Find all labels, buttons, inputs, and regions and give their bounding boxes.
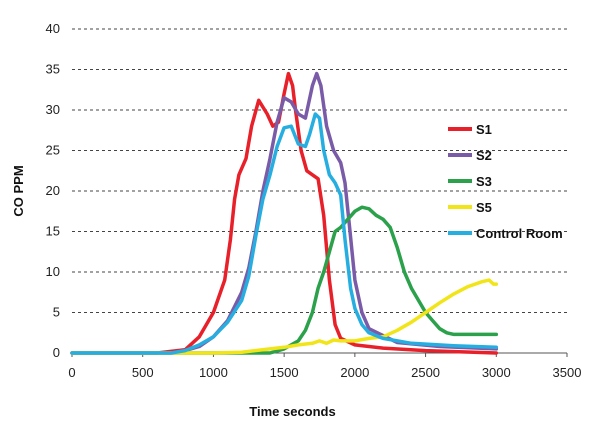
x-tick-label: 1000 bbox=[199, 365, 228, 380]
x-tick-label: 2000 bbox=[340, 365, 369, 380]
y-tick-label: 5 bbox=[53, 305, 60, 320]
y-tick-label: 40 bbox=[46, 21, 60, 36]
x-tick-label: 3500 bbox=[553, 365, 582, 380]
y-tick-labels: 0 5 10 15 20 25 30 35 40 bbox=[46, 21, 60, 360]
legend-label: S5 bbox=[476, 200, 492, 215]
legend-item-s2: S2 bbox=[448, 148, 492, 163]
y-tick-label: 25 bbox=[46, 143, 60, 158]
series-line-control-room bbox=[70, 112, 499, 355]
legend-item-s3: S3 bbox=[448, 174, 492, 189]
series-lines bbox=[70, 71, 499, 355]
gridlines bbox=[72, 28, 567, 313]
x-tick-label: 1500 bbox=[270, 365, 299, 380]
series-line-s1 bbox=[70, 71, 499, 355]
y-axis-title: CO PPM bbox=[11, 165, 26, 216]
y-tick-label: 20 bbox=[46, 183, 60, 198]
x-tick-label: 3000 bbox=[482, 365, 511, 380]
legend-label: S3 bbox=[476, 174, 492, 189]
legend: S1 S2 S3 S5 Control Room bbox=[448, 122, 563, 241]
x-tick-label: 500 bbox=[132, 365, 154, 380]
series-line-s2 bbox=[70, 71, 499, 355]
y-tick-label: 0 bbox=[53, 345, 60, 360]
legend-item-control-room: Control Room bbox=[448, 226, 563, 241]
y-tick-label: 10 bbox=[46, 264, 60, 279]
legend-label: S1 bbox=[476, 122, 492, 137]
legend-item-s1: S1 bbox=[448, 122, 492, 137]
series-line-s5 bbox=[70, 278, 499, 355]
x-tick-label: 0 bbox=[68, 365, 75, 380]
x-axis-title: Time seconds bbox=[249, 404, 335, 419]
legend-label: S2 bbox=[476, 148, 492, 163]
legend-label: Control Room bbox=[476, 226, 563, 241]
legend-item-s5: S5 bbox=[448, 200, 492, 215]
x-tick-labels: 0 500 1000 1500 2000 2500 3000 3500 bbox=[68, 365, 581, 380]
y-tick-label: 35 bbox=[46, 62, 60, 77]
series-line-s3 bbox=[70, 205, 499, 355]
y-tick-label: 30 bbox=[46, 102, 60, 117]
x-tick-label: 2500 bbox=[411, 365, 440, 380]
y-tick-label: 15 bbox=[46, 224, 60, 239]
